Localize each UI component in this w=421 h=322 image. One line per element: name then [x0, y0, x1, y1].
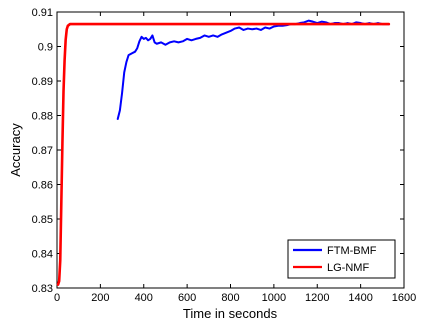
x-tick-label: 0: [54, 292, 60, 304]
y-tick-label: 0.87: [32, 145, 53, 157]
y-tick-label: 0.89: [32, 76, 53, 88]
legend-label-lg-nmf: LG-NMF: [327, 262, 369, 274]
x-tick-label: 1000: [262, 292, 286, 304]
x-tick-label: 200: [91, 292, 109, 304]
x-tick-label: 1200: [305, 292, 329, 304]
y-tick-label: 0.85: [32, 214, 53, 226]
x-tick-label: 600: [178, 292, 196, 304]
x-tick-label: 1600: [392, 292, 416, 304]
x-tick-label: 400: [135, 292, 153, 304]
y-tick-label: 0.9: [38, 42, 53, 54]
y-tick-label: 0.86: [32, 180, 53, 192]
y-axis-label: Accuracy: [8, 123, 23, 177]
x-tick-label: 800: [221, 292, 239, 304]
x-axis-label: Time in seconds: [183, 306, 278, 321]
y-tick-label: 0.88: [32, 111, 53, 123]
y-tick-label: 0.83: [32, 283, 53, 295]
x-tick-label: 1400: [348, 292, 372, 304]
legend-box: [287, 239, 396, 279]
legend-label-ftm-bmf: FTM-BMF: [327, 245, 377, 257]
y-tick-label: 0.91: [32, 7, 53, 19]
series-line-lg-nmf: [56, 22, 391, 286]
legend: FTM-BMF LG-NMF: [287, 239, 396, 279]
y-tick-label: 0.84: [32, 249, 53, 261]
